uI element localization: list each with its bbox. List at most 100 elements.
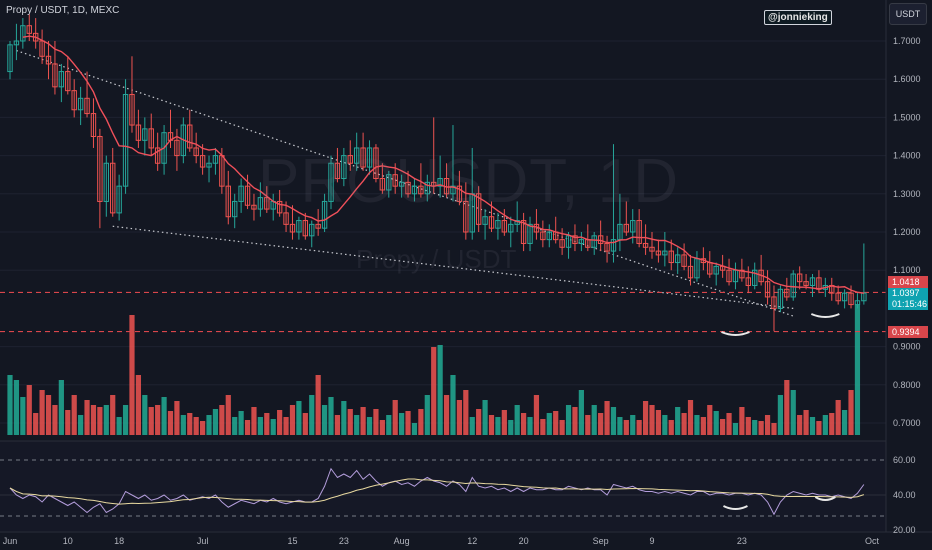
volume-bar — [559, 420, 565, 435]
volume-bar — [598, 413, 604, 435]
highlight-arc — [810, 313, 840, 318]
volume-bar — [424, 395, 430, 435]
candle — [745, 266, 751, 294]
volume-bar — [694, 415, 700, 435]
volume-bar — [495, 417, 501, 435]
volume-bar — [649, 405, 655, 435]
volume-bar — [540, 419, 546, 435]
volume-bar — [334, 415, 341, 435]
volume-bar — [315, 375, 321, 435]
volume-bar — [553, 411, 559, 435]
candle-body — [71, 90, 77, 111]
candle-body — [334, 162, 341, 180]
candle-body — [668, 250, 674, 264]
volume-bar — [585, 415, 591, 435]
candle-body — [495, 220, 501, 229]
volume-bar — [78, 415, 84, 435]
candle — [315, 209, 321, 236]
volume-bar — [591, 405, 597, 435]
volume-bar — [264, 413, 270, 435]
candle — [662, 232, 668, 267]
volume-bar — [630, 415, 636, 435]
volume-bar — [45, 395, 52, 435]
candle-body — [199, 155, 206, 168]
price-tick-label: 1.7000 — [893, 36, 921, 46]
volume-bar — [84, 400, 90, 435]
candle — [122, 79, 129, 194]
volume-bar — [167, 411, 174, 435]
wedge-upper-line — [16, 49, 794, 317]
candle — [52, 41, 58, 95]
candle-body — [97, 136, 103, 202]
falling-wedge-lines — [16, 49, 794, 317]
candle — [116, 174, 122, 221]
volume-bar — [277, 410, 283, 435]
time-tick-label: 18 — [114, 536, 124, 546]
volume-bar — [636, 420, 642, 435]
time-tick-label: 9 — [649, 536, 654, 546]
last-price-value: 1.0397 — [892, 288, 920, 298]
candle-body — [360, 147, 366, 168]
volume-bar — [655, 410, 662, 435]
candle-body — [251, 204, 257, 210]
moving-average-line — [22, 35, 864, 294]
author-tag: @jonnieking — [764, 10, 832, 25]
volume-bar — [411, 423, 418, 435]
currency-button[interactable]: USDT — [889, 3, 927, 25]
volume-bar — [212, 409, 219, 435]
volume-bar — [341, 401, 347, 435]
candle — [777, 285, 784, 313]
candle — [809, 274, 816, 297]
candle-body — [232, 200, 238, 218]
volume-bar — [180, 415, 186, 435]
candle — [360, 132, 366, 171]
time-tick-label: Sep — [593, 536, 609, 546]
volume-bar — [508, 420, 514, 435]
volume-bar — [392, 400, 398, 435]
volume-bar — [527, 417, 533, 435]
candle-body — [90, 113, 97, 138]
candle — [790, 270, 796, 301]
volume-bar — [514, 405, 520, 435]
volume-bar — [848, 390, 854, 435]
candle-body — [238, 185, 244, 202]
candle — [7, 41, 13, 80]
candle-body — [276, 200, 283, 214]
ma-line — [22, 35, 864, 294]
candle — [379, 163, 386, 194]
candle — [193, 132, 199, 164]
candle — [353, 132, 360, 171]
volume-bar — [450, 375, 456, 435]
rsi-tick-label: 40.00 — [893, 490, 916, 500]
time-tick-label: 23 — [339, 536, 349, 546]
candle-body — [257, 197, 264, 210]
volume-bar — [155, 405, 161, 435]
rsi-line — [9, 467, 865, 516]
candle — [418, 163, 424, 198]
candle — [649, 232, 655, 259]
candle — [495, 212, 501, 240]
candle — [302, 212, 309, 240]
candle-body — [848, 292, 854, 306]
candle-body — [488, 216, 495, 229]
volume-bar — [546, 413, 552, 435]
volume-bar — [533, 395, 540, 435]
candle — [559, 228, 565, 255]
rsi-pane-background — [0, 441, 886, 531]
symbol-title: Propy / USDT, 1D, MEXC — [6, 5, 120, 16]
volume-bar — [283, 417, 289, 435]
price-tick-label: 1.2000 — [893, 227, 921, 237]
candle-body — [578, 239, 585, 244]
candle-body — [103, 162, 109, 202]
candle-body — [597, 235, 604, 244]
volume-bar — [219, 405, 225, 435]
volume-bar — [71, 395, 77, 435]
candle — [321, 193, 328, 232]
volume-bar — [463, 390, 469, 435]
candle-body — [148, 128, 154, 149]
candle-body — [803, 281, 809, 286]
candle — [463, 182, 469, 240]
volume-bar — [321, 405, 328, 435]
volume-bar — [443, 395, 450, 435]
